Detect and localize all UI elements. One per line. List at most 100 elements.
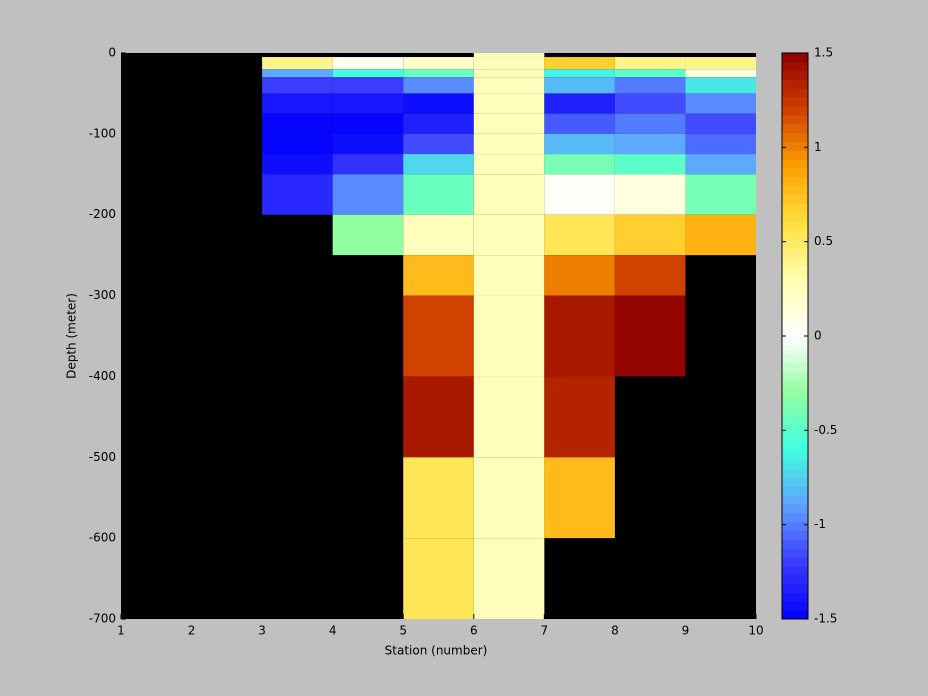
colorbar-band (782, 203, 808, 213)
heat-cell (614, 57, 686, 70)
x-tick-label: 6 (470, 624, 478, 638)
heat-cell (544, 69, 615, 78)
heat-cell (685, 113, 756, 134)
colorbar-band (782, 247, 808, 257)
colorbar-band (782, 548, 808, 558)
colorbar-tick-label: -1 (814, 517, 826, 531)
heat-cell (262, 174, 333, 215)
x-tick-label: 2 (188, 624, 196, 638)
heat-cell (614, 174, 686, 215)
y-tick-label: 0 (108, 46, 116, 60)
colorbar-band (782, 336, 808, 346)
colorbar-band (782, 504, 808, 514)
heat-cell (544, 376, 615, 458)
colorbar-band (782, 256, 808, 266)
y-tick-label: -100 (89, 126, 116, 140)
heat-cell (685, 57, 756, 70)
heat-cell (403, 113, 474, 134)
colorbar-band (782, 380, 808, 390)
colorbar-band (782, 415, 808, 425)
heat-cell (403, 457, 474, 539)
y-tick-label: -200 (89, 207, 116, 221)
heat-cell (262, 93, 333, 114)
heat-cell (544, 77, 615, 94)
heat-cell (403, 255, 474, 296)
heat-cell (473, 113, 545, 134)
colorbar-tick-label: -1.5 (814, 612, 837, 626)
x-axis-label: Station (number) (385, 644, 488, 658)
colorbar-band (782, 539, 808, 549)
colorbar-band (782, 389, 808, 399)
colorbar-band (782, 221, 808, 231)
colorbar-band (782, 371, 808, 381)
x-tick-label: 10 (748, 624, 763, 638)
heat-cell (403, 69, 474, 78)
heat-cell (262, 57, 333, 70)
heat-cell (685, 93, 756, 114)
heat-cell (473, 295, 545, 377)
heat-cell (403, 154, 474, 175)
heat-cell (473, 93, 545, 114)
y-tick-label: -300 (89, 288, 116, 302)
heat-cell (403, 538, 474, 619)
heat-cell (544, 295, 615, 377)
colorbar-band (782, 282, 808, 293)
colorbar-band (782, 194, 808, 204)
heat-cell (403, 376, 474, 458)
colorbar-band (782, 574, 808, 585)
heat-cell (332, 57, 404, 70)
heat-cell (332, 113, 404, 134)
colorbar-band (782, 592, 808, 602)
colorbar-band (782, 291, 808, 302)
colorbar-tick-label: 0 (814, 329, 822, 343)
x-tick-label: 4 (329, 624, 337, 638)
heat-cell (614, 214, 686, 256)
colorbar-band (782, 433, 808, 443)
heat-cell (685, 77, 756, 94)
heat-cell (473, 538, 545, 619)
heat-cell (332, 69, 404, 78)
colorbar-band (782, 274, 808, 284)
heat-cell (473, 255, 545, 296)
heat-cell (473, 376, 545, 458)
y-tick-label: -600 (89, 531, 116, 545)
colorbar-band (782, 114, 808, 125)
heat-cell (544, 113, 615, 134)
y-axis-label: Depth (meter) (65, 293, 79, 379)
colorbar-band (782, 344, 808, 355)
heat-cell (473, 53, 545, 58)
heat-cell (262, 133, 333, 155)
colorbar-band (782, 477, 808, 487)
colorbar-band (782, 565, 808, 576)
colorbar-band (782, 70, 808, 81)
y-tick-label: -700 (89, 612, 116, 626)
heat-cell (544, 214, 615, 256)
colorbar-band (782, 123, 808, 134)
x-tick-label: 8 (611, 624, 619, 638)
heat-cell (614, 295, 686, 377)
x-tick-label: 1 (117, 624, 125, 638)
colorbar-band (782, 300, 808, 310)
heat-cell (332, 154, 404, 175)
colorbar-band (782, 150, 808, 160)
x-tick-label: 9 (682, 624, 690, 638)
y-tick-label: -500 (89, 450, 116, 464)
colorbar-band (782, 468, 808, 478)
colorbar-band (782, 309, 808, 319)
heat-cell (403, 93, 474, 114)
heat-cell (473, 214, 545, 256)
colorbar-tick-label: 0.5 (814, 234, 833, 248)
heat-cell (473, 133, 545, 155)
heat-cell (614, 154, 686, 175)
colorbar-band (782, 450, 808, 461)
colorbar-band (782, 167, 808, 178)
colorbar-band (782, 159, 808, 169)
colorbar-band (782, 406, 808, 417)
colorbar-band (782, 88, 808, 98)
heat-cell (685, 154, 756, 175)
colorbar-band (782, 424, 808, 434)
heat-cell (473, 77, 545, 94)
colorbar-band (782, 397, 808, 408)
colorbar-band (782, 442, 808, 452)
colorbar-band (782, 353, 808, 364)
